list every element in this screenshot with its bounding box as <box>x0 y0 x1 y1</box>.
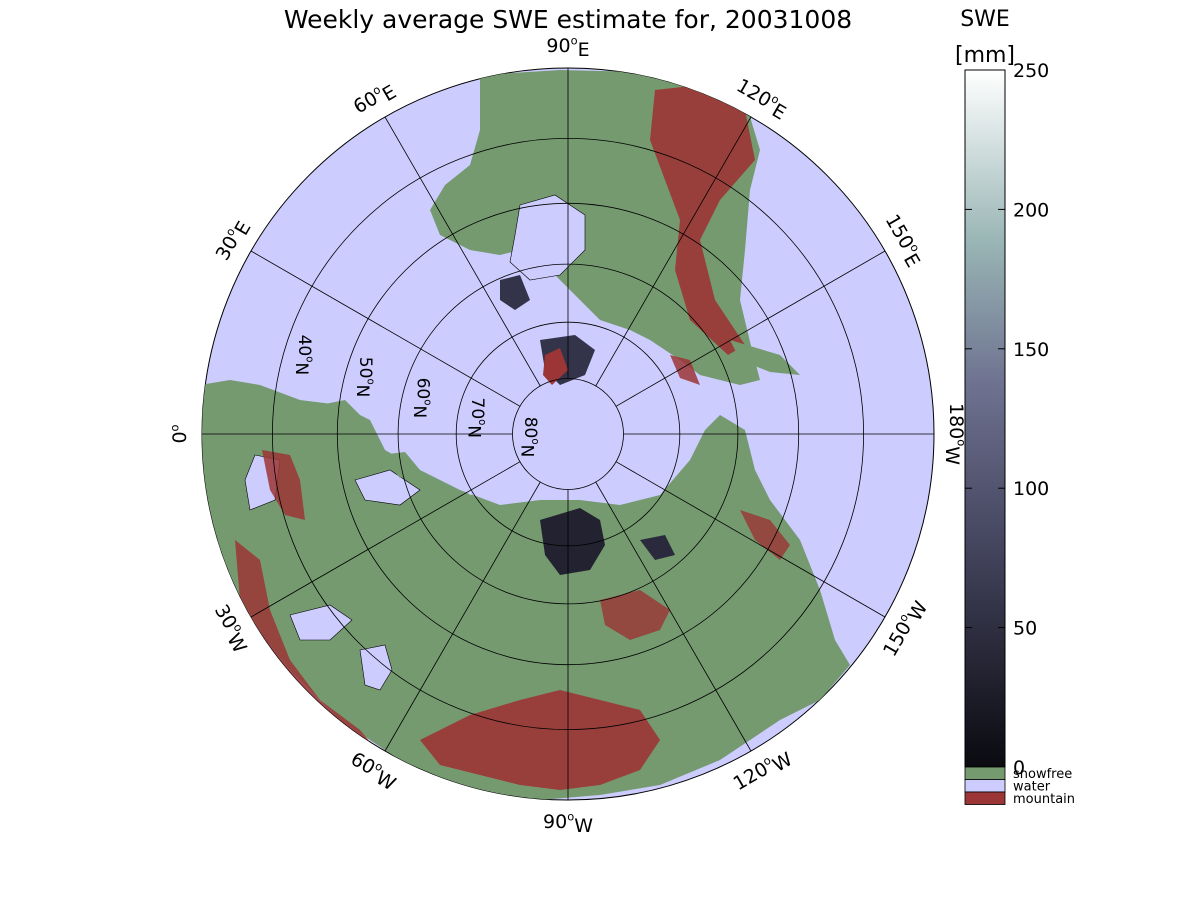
colorbar-tick-label-150: 150 <box>1013 339 1049 361</box>
meridian-150W <box>615 461 886 618</box>
graticule <box>202 68 934 800</box>
colorbar-title: SWE <box>960 7 1010 32</box>
lon-label-90E: 90oE <box>546 33 589 61</box>
colorbar-tick-label-200: 200 <box>1013 199 1049 221</box>
svg-text:40oN: 40oN <box>291 335 315 376</box>
colorbar-tick-label-50: 50 <box>1013 618 1037 640</box>
arctic-canada-snow <box>500 275 530 310</box>
lon-label-90W: 90oW <box>543 809 593 837</box>
black-sea <box>289 604 353 641</box>
colorbar-tick-label-0: 0 <box>1013 757 1025 779</box>
lon-label-180W: 180oW <box>942 403 970 465</box>
colorbar-gradient <box>964 69 1006 768</box>
kara-coast-water <box>440 468 500 495</box>
legend-swatch-mountain <box>964 791 1006 805</box>
meridian-60W <box>384 481 541 752</box>
ellesmere-mountains <box>543 348 568 385</box>
meridian-60E <box>384 116 541 387</box>
figure-title: Weekly average SWE estimate for, 2003100… <box>284 5 852 34</box>
lat-label-60N: 60oN <box>409 378 433 419</box>
greenland <box>509 194 586 281</box>
lat-label-70N: 70oN <box>464 398 488 439</box>
siberia-snow <box>640 535 675 560</box>
taymyr-snow <box>540 508 605 575</box>
scandinavian-mountains <box>262 450 305 520</box>
svg-text:90oE: 90oE <box>546 33 589 61</box>
svg-text:180oW: 180oW <box>942 403 970 465</box>
lat-label-50N: 50oN <box>352 357 376 398</box>
colorbar-tick-label-100: 100 <box>1013 478 1049 500</box>
lon-label-0: 0o <box>167 424 191 443</box>
svalbard <box>320 400 360 422</box>
colorbar: SWE [mm] 0 50 100 150 200 250 snowfreewatermo… <box>955 7 1075 807</box>
svg-text:50oN: 50oN <box>352 357 376 398</box>
svg-text:80oN: 80oN <box>517 417 541 458</box>
alaska-peninsula <box>730 340 800 375</box>
lat-label-40N: 40oN <box>291 335 315 376</box>
east-asia-mountains <box>740 510 790 560</box>
polar-map: 90oW120oW150oW180oW150oE120oE90oE60oE30o… <box>167 33 970 837</box>
svg-text:70oN: 70oN <box>464 398 488 439</box>
meridian-30W <box>250 461 521 618</box>
meridian-30E <box>250 250 521 407</box>
legend-swatch-snowfree <box>964 766 1006 780</box>
central-asia-mountains <box>420 690 660 790</box>
svg-text:60oN: 60oN <box>409 378 433 419</box>
lon-label-150W: 150oW <box>877 594 932 662</box>
caspian-sea <box>359 644 393 691</box>
meridian-120E <box>595 116 752 387</box>
svg-text:0o: 0o <box>167 424 191 443</box>
rocky-mountains <box>650 85 755 355</box>
legend-label-snowfree: snowfree <box>1013 767 1072 782</box>
colorbar-unit: [mm] <box>955 43 1015 68</box>
svg-text:90oW: 90oW <box>543 809 593 837</box>
siberian-mountains <box>600 590 670 640</box>
legend-label-mountain: mountain <box>1013 792 1075 807</box>
legend-swatch-water <box>964 779 1006 793</box>
svg-text:150oW: 150oW <box>877 594 932 662</box>
legend-label-water: water <box>1013 780 1051 795</box>
latitude-labels: 80oN 70oN 60oN 50oN 40oN <box>291 335 540 458</box>
lat-label-80N: 80oN <box>517 417 541 458</box>
alaska-mountains <box>670 355 700 385</box>
colorbar-tick-label-250: 250 <box>1013 60 1049 82</box>
meridian-150E <box>615 250 886 407</box>
meridian-120W <box>595 481 752 752</box>
novaya-zemlya <box>380 452 420 478</box>
